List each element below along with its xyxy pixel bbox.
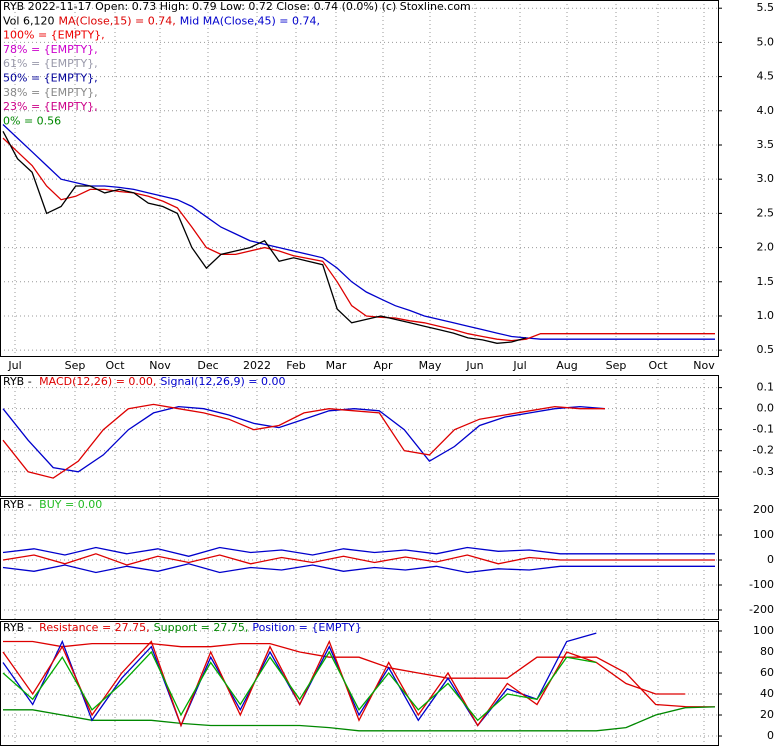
panel-header: RYB - MACD(12,26) = 0.00, Signal(12,26,9)… — [3, 375, 285, 388]
y-tick-label: 5.0 — [757, 35, 775, 48]
y-tick-label: 2.0 — [757, 241, 775, 254]
series-line — [2, 632, 597, 728]
header-part: RYB - — [3, 498, 35, 511]
header-part: Signal(12,26,9) = 0.00 — [160, 375, 285, 388]
series-line — [2, 405, 606, 473]
x-tick-label: May — [419, 359, 442, 372]
x-tick-label: Apr — [373, 359, 393, 372]
x-tick-label: Jul — [7, 359, 21, 372]
y-tick-label: 0.5 — [757, 343, 775, 356]
panel-header: RYB 2022-11-17 Open: 0.73 High: 0.79 Low… — [3, 0, 471, 13]
panel-header: 78% = {EMPTY}, — [3, 43, 98, 56]
header-part: Vol 6,120 — [3, 14, 54, 27]
header-part: RYB - — [3, 375, 35, 388]
y-tick-label: -0.3 — [753, 465, 774, 478]
series-line — [2, 546, 715, 557]
y-tick-label: 80 — [760, 645, 774, 658]
y-tick-label: -100 — [749, 578, 774, 591]
y-tick-label: 3.0 — [757, 172, 775, 185]
panel-header: 61% = {EMPTY}, — [3, 57, 98, 70]
panel-frame — [0, 0, 719, 357]
y-tick-label: 4.5 — [757, 70, 775, 83]
panel-header: 50% = {EMPTY}, — [3, 72, 98, 85]
header-part: Mid MA(Close,45) = 0.74, — [180, 14, 320, 27]
y-tick-label: 0 — [767, 553, 774, 566]
x-tick-label: Sep — [65, 359, 86, 372]
y-tick-label: 40 — [760, 687, 774, 700]
y-tick-label: -200 — [749, 603, 774, 616]
y-tick-label: 2.5 — [757, 206, 775, 219]
header-part: 50% = {EMPTY}, — [3, 72, 98, 85]
series-line — [2, 124, 715, 340]
y-tick-label: -0.2 — [753, 444, 774, 457]
y-tick-label: 200 — [753, 503, 774, 516]
header-part: 0% = 0.56 — [3, 114, 61, 127]
y-tick-label: 100 — [753, 624, 774, 637]
x-tick-label: Jun — [465, 359, 483, 372]
header-part: Position = {EMPTY} — [252, 621, 362, 634]
series-line — [2, 639, 686, 728]
header-part: RYB 2022-11-17 Open: 0.73 High: 0.79 Low… — [3, 0, 471, 13]
y-tick-label: 100 — [753, 528, 774, 541]
y-tick-label: 5.5 — [757, 1, 775, 14]
panel-header: 0% = 0.56 — [3, 114, 61, 127]
panel-header: Vol 6,120 MA(Close,15) = 0.74, Mid MA(Clos… — [3, 14, 320, 27]
y-tick-label: 1.5 — [757, 275, 775, 288]
header-part: 100% = {EMPTY}, — [3, 29, 105, 42]
x-tick-label: Dec — [197, 359, 218, 372]
header-part: Support = 27.75, — [154, 621, 249, 634]
x-tick-label: Aug — [556, 359, 577, 372]
header-part: 23% = {EMPTY}, — [3, 100, 98, 113]
y-tick-label: 4.0 — [757, 104, 775, 117]
x-tick-label: Nov — [149, 359, 171, 372]
header-part: 61% = {EMPTY}, — [3, 57, 98, 70]
panel-frame — [0, 621, 719, 746]
panel-header: 38% = {EMPTY}, — [3, 86, 98, 99]
x-tick-label: Nov — [693, 359, 715, 372]
header-part: 78% = {EMPTY}, — [3, 43, 98, 56]
series-line — [2, 553, 715, 566]
y-tick-label: 60 — [760, 666, 774, 679]
series-line — [2, 650, 597, 722]
series-line — [2, 403, 605, 479]
series-line — [3, 706, 716, 732]
header-part: BUY = 0.00 — [39, 498, 102, 511]
y-tick-label: 20 — [760, 708, 774, 721]
series-line — [2, 130, 527, 344]
x-tick-label: Sep — [606, 359, 627, 372]
x-tick-label: Feb — [286, 359, 305, 372]
x-tick-label: Jul — [512, 359, 526, 372]
panel-header: 100% = {EMPTY}, — [3, 29, 105, 42]
series-line — [2, 563, 715, 574]
panel-frame — [0, 375, 719, 497]
x-tick-label: Mar — [326, 359, 347, 372]
panel-header: RYB - Resistance = 27.75, Support = 27.75… — [3, 621, 362, 634]
header-part: 38% = {EMPTY}, — [3, 86, 98, 99]
header-part: MA(Close,15) = 0.74, — [58, 14, 175, 27]
y-tick-label: 0.1 — [757, 381, 775, 394]
header-part: MACD(12,26) = 0.00, — [39, 375, 156, 388]
series-line — [3, 640, 716, 708]
panel-frame — [0, 498, 719, 620]
panel-header: 23% = {EMPTY}, — [3, 100, 98, 113]
series-line — [2, 137, 715, 342]
y-tick-label: -0.1 — [753, 423, 774, 436]
x-tick-label: Oct — [648, 359, 668, 372]
y-tick-label: 3.5 — [757, 138, 775, 151]
panel-header: RYB - BUY = 0.00 — [3, 498, 102, 511]
y-tick-label: 0.0 — [757, 402, 775, 415]
header-part: Resistance = 27.75, — [39, 621, 149, 634]
y-tick-label: 1.0 — [757, 309, 775, 322]
header-part: RYB - — [3, 621, 35, 634]
x-tick-label: 2022 — [243, 359, 271, 372]
x-tick-label: Oct — [105, 359, 125, 372]
y-tick-label: 0 — [767, 729, 774, 742]
